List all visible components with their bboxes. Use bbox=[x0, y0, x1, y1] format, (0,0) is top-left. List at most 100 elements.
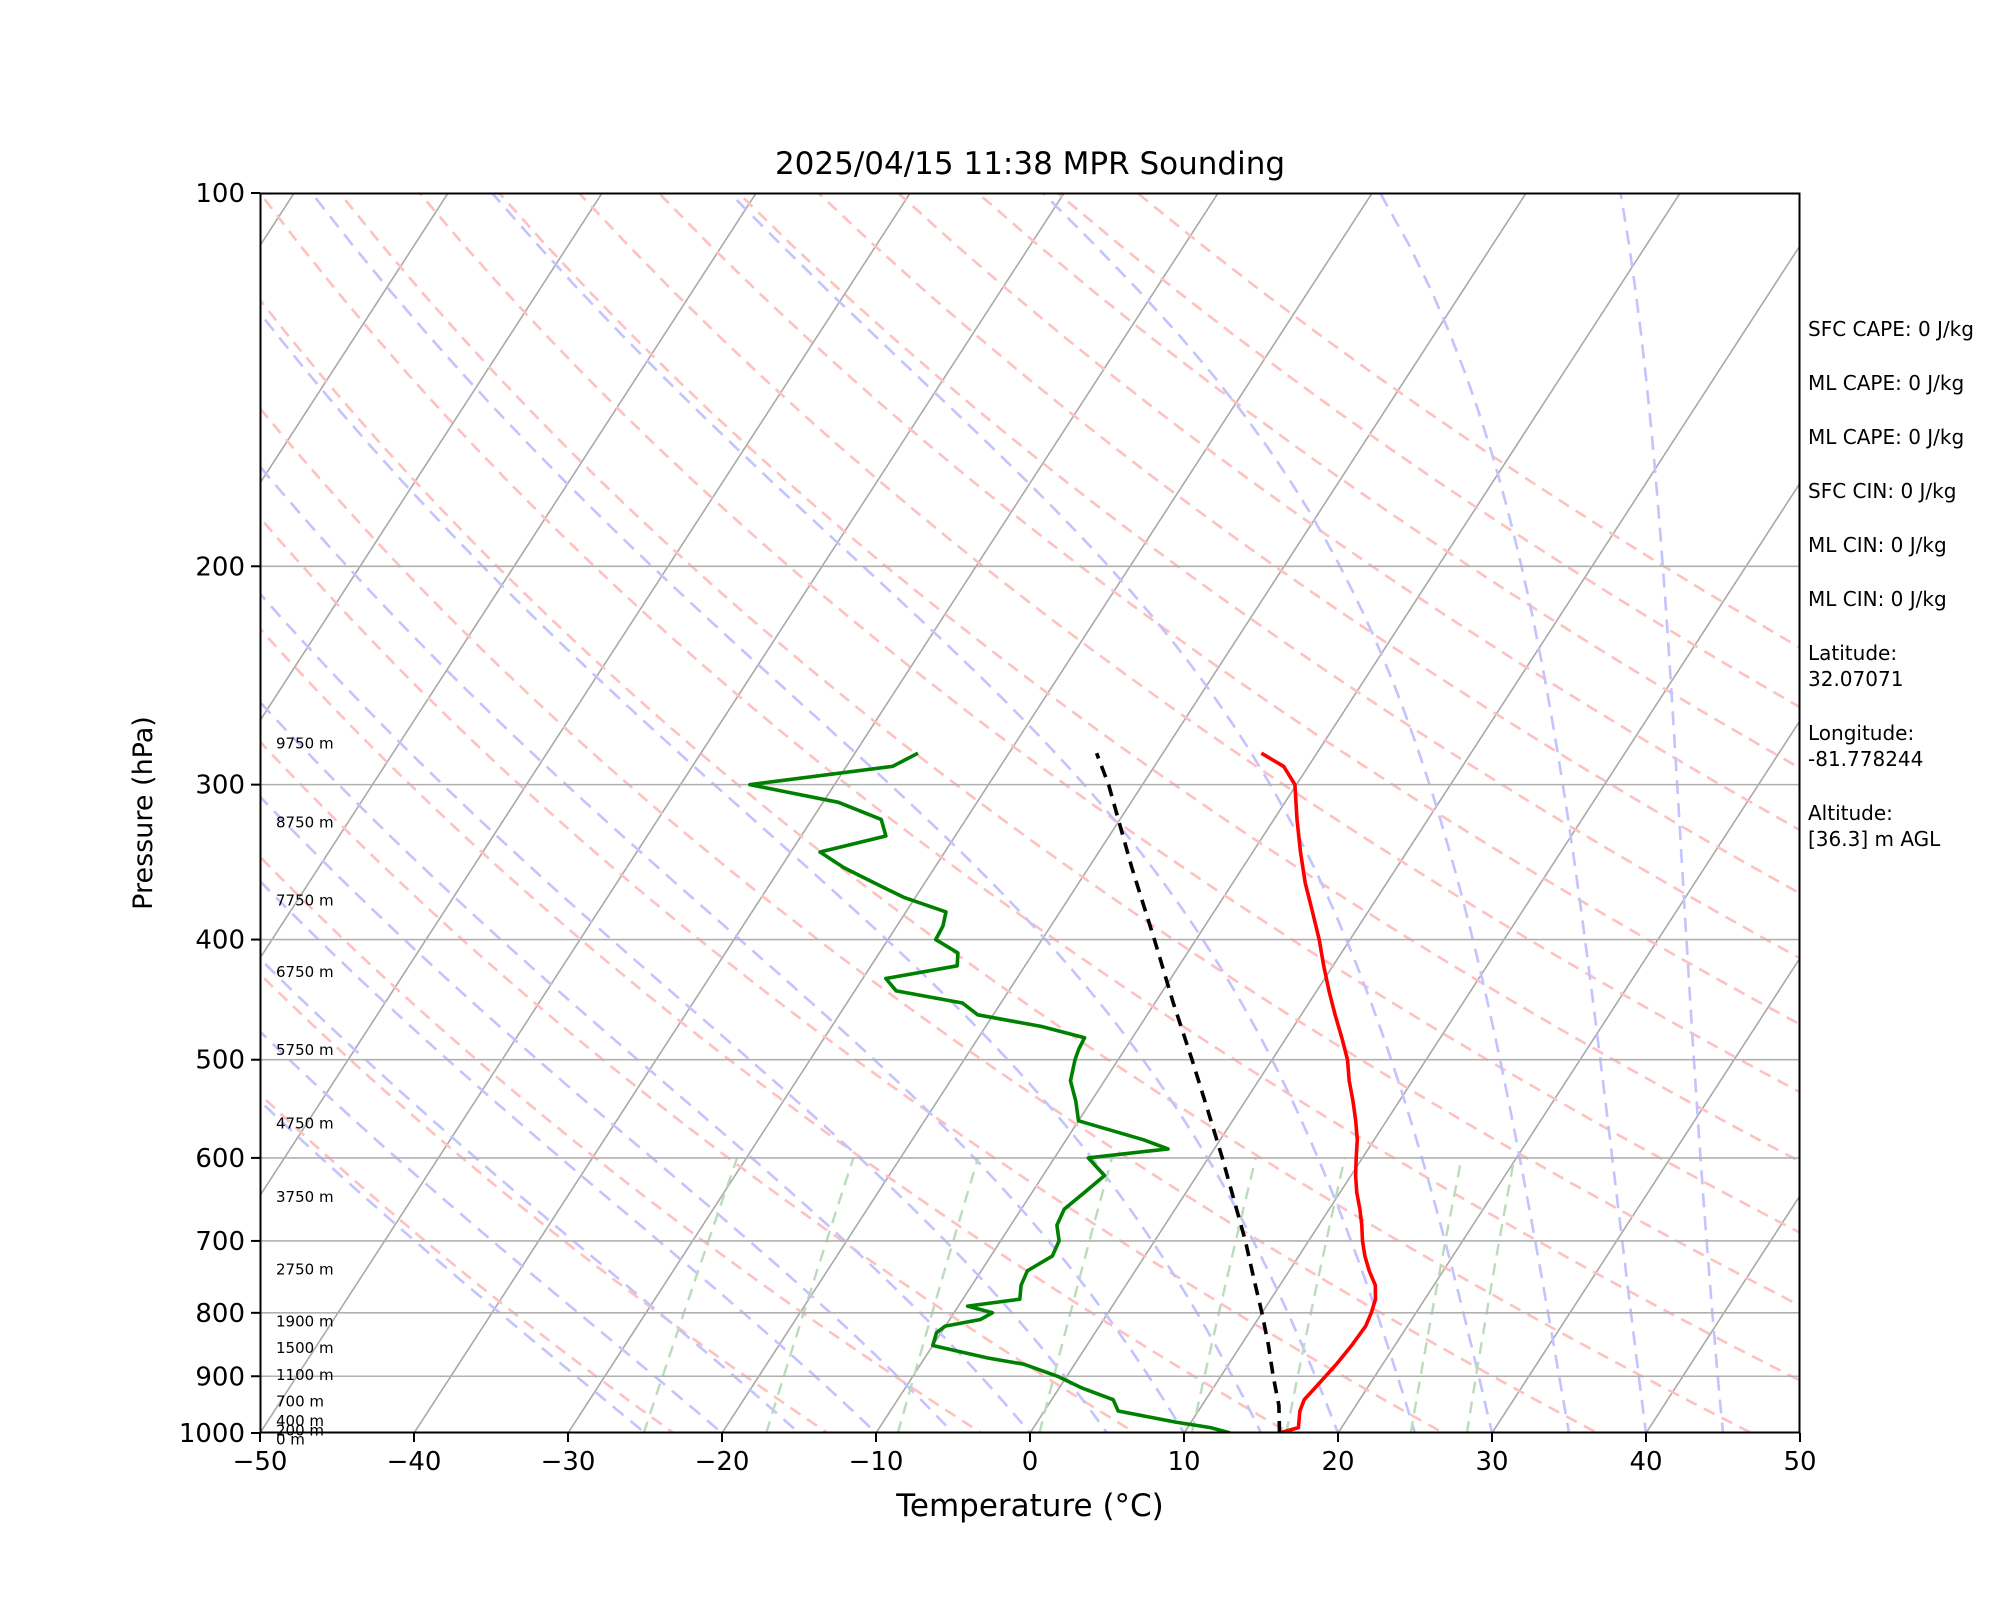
ml-cin-block-1: ML CIN: 0 J/kg bbox=[1808, 532, 1998, 558]
profile-lines bbox=[748, 751, 1378, 1433]
isotherm-line bbox=[567, 193, 1374, 1433]
sfc-cape: SFC CAPE: 0 J/kg bbox=[1808, 317, 1974, 341]
longitude-label: Longitude: bbox=[1808, 721, 1915, 745]
y-tick-label: 600 bbox=[195, 1144, 245, 1174]
ml-cape: ML CAPE: 0 J/kg bbox=[1808, 371, 1965, 395]
altitude-block: Altitude: [36.3] m AGL bbox=[1808, 800, 1998, 852]
background-lines bbox=[0, 136, 1800, 1459]
height-label: 7750 m bbox=[276, 891, 334, 909]
x-tick-label: −20 bbox=[695, 1447, 750, 1477]
moist-adiabat-line bbox=[310, 193, 1340, 1433]
y-tick-label: 300 bbox=[195, 771, 245, 801]
pressure-grid bbox=[260, 193, 1800, 1433]
dry-adiabat-line bbox=[736, 193, 1800, 960]
height-label: 1500 m bbox=[276, 1339, 334, 1357]
y-tick-label: 800 bbox=[195, 1299, 245, 1329]
height-label: 9750 m bbox=[276, 735, 334, 753]
mixing-ratio-line bbox=[1190, 1157, 1257, 1433]
y-tick-label: 200 bbox=[195, 552, 245, 582]
height-label: 0 m bbox=[276, 1430, 305, 1448]
y-tick-label: 100 bbox=[195, 179, 245, 209]
height-label: 3750 m bbox=[276, 1188, 334, 1206]
moist-adiabat-line bbox=[260, 794, 955, 1433]
dry-adiabat-line bbox=[260, 854, 984, 1433]
x-tick-label: −30 bbox=[541, 1447, 596, 1477]
dry-adiabat-line bbox=[260, 626, 1293, 1433]
dry-adiabat-line bbox=[497, 193, 1800, 1164]
moist-adiabat-line bbox=[260, 464, 1186, 1433]
isotherm-line bbox=[413, 193, 1220, 1433]
y-tick-label: 900 bbox=[195, 1362, 245, 1392]
isotherm-line bbox=[875, 193, 1682, 1433]
ml-cape-second: ML CAPE: 0 J/kg bbox=[1808, 425, 1965, 449]
moist-adiabat-line bbox=[260, 956, 801, 1433]
dry-adiabat-line bbox=[896, 193, 1800, 832]
y-tick-label: 700 bbox=[195, 1227, 245, 1257]
moist-adiabat-line bbox=[260, 591, 1109, 1433]
dry-adiabat-line bbox=[260, 193, 1800, 1382]
ml-cin-block-2: ML CIN: 0 J/kg bbox=[1808, 586, 1998, 612]
x-tick-label: 20 bbox=[1321, 1447, 1354, 1477]
isotherm-line bbox=[260, 193, 1066, 1433]
dry-adiabat-line bbox=[1055, 193, 1800, 709]
dry-adiabat-line bbox=[657, 193, 1800, 1026]
x-axis-label: Temperature (°C) bbox=[895, 1488, 1164, 1524]
y-tick-label: 500 bbox=[195, 1046, 245, 1076]
height-label: 4750 m bbox=[276, 1115, 334, 1133]
moist-adiabat-line bbox=[1041, 193, 1571, 1433]
latitude-block: Latitude: 32.07071 bbox=[1808, 640, 1998, 692]
longitude-value: -81.778244 bbox=[1808, 747, 1924, 771]
moist-adiabat-line bbox=[490, 193, 1417, 1433]
altitude-label: Altitude: bbox=[1808, 801, 1893, 825]
isotherm-line bbox=[1183, 481, 1800, 1433]
isotherm-line bbox=[260, 193, 912, 1198]
moist-adiabat-line bbox=[260, 1029, 724, 1433]
y-tick-label: 400 bbox=[195, 926, 245, 956]
dry-adiabat-line bbox=[260, 406, 1601, 1433]
moist-adiabat-line bbox=[1619, 193, 1725, 1433]
ml-cin-second: ML CIN: 0 J/kg bbox=[1808, 587, 1947, 611]
sfc-cape-block: SFC CAPE: 0 J/kg bbox=[1808, 316, 1998, 342]
x-tick-label: −50 bbox=[233, 1447, 288, 1477]
mixing-ratio-line bbox=[765, 1157, 855, 1433]
x-tick-label: 40 bbox=[1629, 1447, 1662, 1477]
moist-adiabat-line bbox=[260, 310, 1263, 1433]
isotherm-line bbox=[0, 136, 23, 1459]
dry-adiabat-line bbox=[260, 1092, 676, 1433]
dry-adiabat-line bbox=[417, 193, 1800, 1235]
dry-adiabat-line bbox=[338, 193, 1800, 1308]
parcel-profile-line bbox=[1094, 752, 1282, 1433]
plot-frame bbox=[259, 192, 1801, 1434]
height-label: 400 m bbox=[276, 1412, 324, 1430]
isotherm-line bbox=[1029, 244, 1800, 1433]
isotherm-line bbox=[1645, 1194, 1800, 1433]
dry-adiabat-line bbox=[816, 193, 1800, 895]
temperature-profile-line bbox=[1260, 751, 1378, 1433]
mixing-ratio-line bbox=[1409, 1157, 1463, 1433]
x-tick-label: 10 bbox=[1167, 1447, 1200, 1477]
dry-adiabat-line bbox=[260, 739, 1138, 1433]
moist-adiabat-line bbox=[1378, 193, 1648, 1433]
axes: −50 −40 −30 −20 −10 0 10 20 30 40 50 100 200 300 400 50… bbox=[179, 179, 1817, 1477]
height-label: 2750 m bbox=[276, 1260, 334, 1278]
height-labels: 9750 m 8750 m 7750 m 6750 m 5750 m 4750 m 3750… bbox=[276, 735, 334, 1449]
moist-adiabat-line bbox=[727, 193, 1494, 1433]
moist-adiabat-line bbox=[260, 700, 1032, 1433]
latitude-label: Latitude: bbox=[1808, 641, 1898, 665]
height-label: 1900 m bbox=[276, 1313, 334, 1331]
isotherm-line bbox=[721, 193, 1528, 1433]
x-tick-label: 30 bbox=[1475, 1447, 1508, 1477]
dewpoint-profile-line bbox=[748, 751, 1231, 1433]
isotherm-line bbox=[1491, 956, 1800, 1433]
x-tick-label: 50 bbox=[1783, 1447, 1816, 1477]
height-label: 1100 m bbox=[276, 1366, 334, 1384]
y-tick-label: 1000 bbox=[179, 1419, 245, 1449]
y-axis-label: Pressure (hPa) bbox=[128, 716, 159, 910]
sounding-info-panel: SFC CAPE: 0 J/kg ML CAPE: 0 J/kg ML CAPE… bbox=[1808, 316, 1998, 880]
mixing-ratio-line bbox=[1465, 1157, 1516, 1433]
isotherm-line bbox=[260, 193, 450, 485]
x-tick-label: −10 bbox=[849, 1447, 904, 1477]
altitude-value: [36.3] m AGL bbox=[1808, 827, 1941, 851]
height-label: 5750 m bbox=[276, 1041, 334, 1059]
